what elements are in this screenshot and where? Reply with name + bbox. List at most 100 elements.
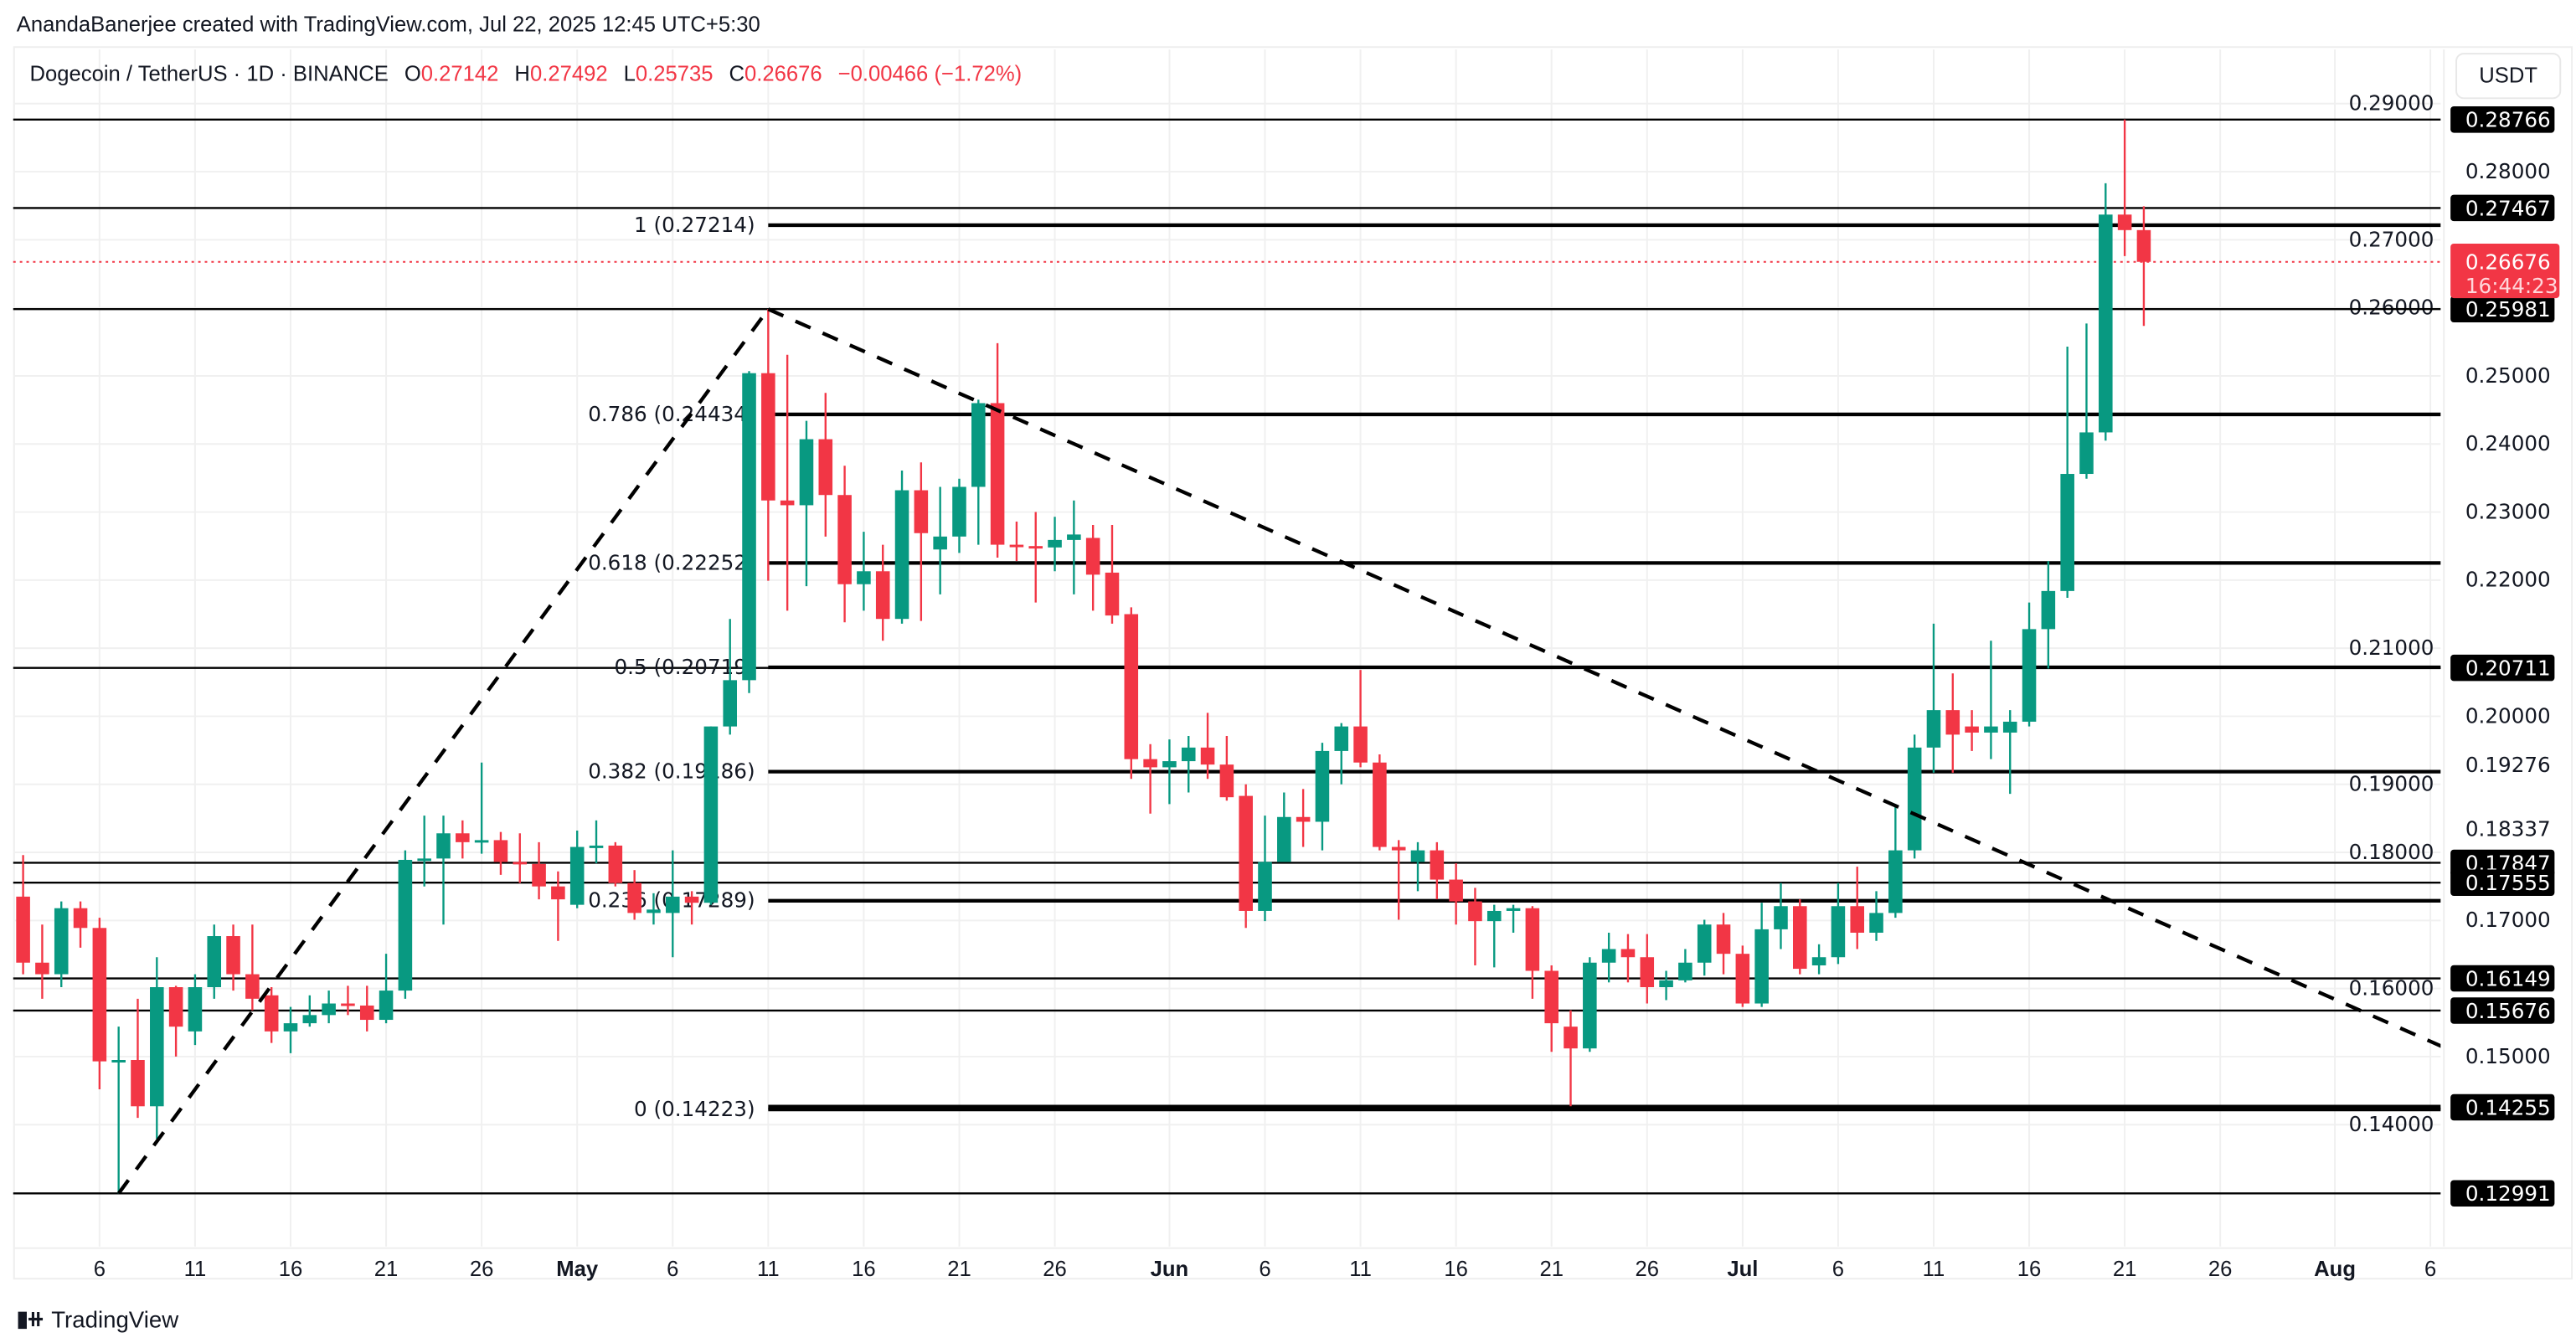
- candle-down[interactable]: [1124, 614, 1139, 759]
- candle-up[interactable]: [1277, 816, 1291, 862]
- candle-up[interactable]: [799, 439, 814, 506]
- candle-down[interactable]: [780, 500, 795, 506]
- candle-down[interactable]: [627, 882, 641, 913]
- candle-up[interactable]: [2060, 474, 2074, 591]
- candle-up[interactable]: [1067, 534, 1081, 540]
- candle-down[interactable]: [1544, 970, 1558, 1024]
- candle-up[interactable]: [1907, 747, 1922, 851]
- candle-down[interactable]: [1353, 726, 1368, 763]
- candle-up[interactable]: [933, 536, 947, 550]
- candle-down[interactable]: [1200, 747, 1215, 765]
- candle-up[interactable]: [971, 403, 986, 487]
- candle-down[interactable]: [456, 833, 470, 842]
- candle-up[interactable]: [1583, 962, 1597, 1049]
- candle-down[interactable]: [359, 1005, 374, 1021]
- candle-down[interactable]: [1525, 908, 1540, 971]
- candle-up[interactable]: [379, 991, 394, 1021]
- candle-up[interactable]: [1926, 710, 1941, 748]
- candle-up[interactable]: [322, 1003, 336, 1016]
- candle-up[interactable]: [1486, 910, 1502, 922]
- candle-down[interactable]: [875, 571, 890, 620]
- candle-up[interactable]: [723, 680, 737, 727]
- currency-button[interactable]: USDT: [2455, 53, 2562, 100]
- candle-down[interactable]: [1793, 906, 1807, 970]
- candle-down[interactable]: [35, 962, 49, 975]
- candle-up[interactable]: [1831, 906, 1846, 958]
- candle-up[interactable]: [207, 936, 222, 988]
- candle-up[interactable]: [302, 1015, 317, 1024]
- candle-down[interactable]: [1564, 1027, 1578, 1049]
- candle-up[interactable]: [2099, 214, 2113, 433]
- candle-down[interactable]: [1449, 879, 1463, 902]
- candle-up[interactable]: [2022, 629, 2037, 722]
- candle-down[interactable]: [493, 840, 508, 862]
- candle-down[interactable]: [1965, 726, 1979, 733]
- candle-up[interactable]: [857, 571, 871, 584]
- candle-down[interactable]: [1028, 546, 1043, 549]
- candle-down[interactable]: [761, 373, 775, 501]
- candle-down[interactable]: [1373, 762, 1387, 847]
- candle-down[interactable]: [1716, 924, 1731, 955]
- candle-down[interactable]: [1219, 764, 1234, 798]
- candle-up[interactable]: [952, 486, 966, 537]
- candle-down[interactable]: [2136, 229, 2151, 262]
- candle-up[interactable]: [1659, 980, 1673, 988]
- candle-down[interactable]: [513, 862, 528, 865]
- candle-down[interactable]: [990, 403, 1005, 545]
- candle-down[interactable]: [608, 845, 623, 883]
- candle-up[interactable]: [1410, 850, 1425, 862]
- candle-up[interactable]: [2002, 721, 2017, 733]
- candle-down[interactable]: [1850, 906, 1865, 933]
- candle-down[interactable]: [1468, 901, 1482, 922]
- candle-up[interactable]: [894, 490, 909, 620]
- candle-down[interactable]: [1009, 544, 1024, 548]
- candle-up[interactable]: [1258, 862, 1272, 911]
- candle-up[interactable]: [2041, 590, 2056, 630]
- candle-up[interactable]: [1181, 747, 1196, 762]
- candle-up[interactable]: [647, 909, 661, 913]
- candle-up[interactable]: [1334, 726, 1349, 751]
- candle-down[interactable]: [2117, 214, 2132, 230]
- candle-up[interactable]: [569, 846, 585, 905]
- candle-down[interactable]: [131, 1059, 145, 1107]
- candle-down[interactable]: [245, 974, 260, 999]
- candle-up[interactable]: [1162, 761, 1177, 768]
- candle-up[interactable]: [1506, 908, 1521, 911]
- candle-up[interactable]: [589, 845, 604, 848]
- candle-up[interactable]: [742, 373, 756, 681]
- candle-up[interactable]: [1869, 913, 1883, 933]
- candle-up[interactable]: [1774, 906, 1788, 929]
- candle-up[interactable]: [1811, 957, 1826, 965]
- candle-down[interactable]: [168, 987, 183, 1027]
- candle-down[interactable]: [341, 1003, 355, 1006]
- candle-up[interactable]: [1601, 949, 1616, 963]
- candle-down[interactable]: [818, 439, 833, 496]
- candle-down[interactable]: [92, 928, 107, 1062]
- candle-down[interactable]: [73, 908, 88, 929]
- candle-up[interactable]: [436, 833, 451, 859]
- candle-up[interactable]: [111, 1059, 126, 1063]
- candle-up[interactable]: [398, 859, 413, 991]
- candle-up[interactable]: [1315, 750, 1330, 822]
- candle-down[interactable]: [1391, 846, 1406, 851]
- candle-down[interactable]: [1430, 850, 1445, 880]
- candle-down[interactable]: [1239, 795, 1253, 911]
- candle-up[interactable]: [1754, 929, 1769, 1004]
- candle-up[interactable]: [665, 896, 680, 913]
- candle-up[interactable]: [703, 726, 719, 903]
- candle-up[interactable]: [1697, 924, 1712, 963]
- candle-up[interactable]: [474, 840, 489, 843]
- candle-up[interactable]: [417, 858, 431, 862]
- candle-down[interactable]: [1945, 710, 1960, 735]
- candle-down[interactable]: [16, 896, 30, 963]
- candle-down[interactable]: [914, 490, 929, 533]
- candle-down[interactable]: [1620, 949, 1636, 958]
- candle-up[interactable]: [150, 987, 164, 1107]
- candle-up[interactable]: [1048, 539, 1062, 548]
- candle-down[interactable]: [1085, 538, 1100, 575]
- candle-down[interactable]: [837, 495, 852, 584]
- candle-down[interactable]: [1105, 572, 1120, 616]
- candle-down[interactable]: [1640, 957, 1655, 988]
- candle-down[interactable]: [226, 936, 240, 975]
